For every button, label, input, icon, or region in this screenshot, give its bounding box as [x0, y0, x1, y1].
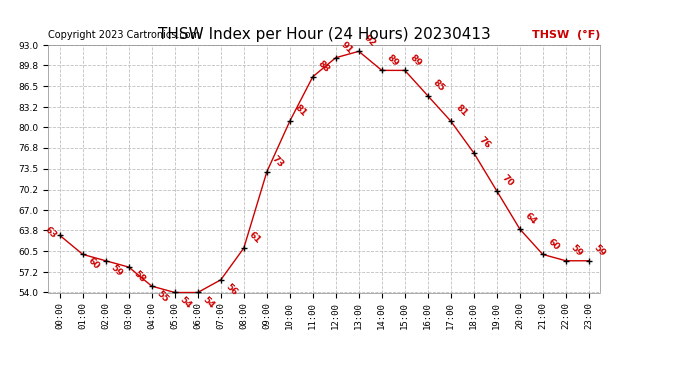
- Text: 88: 88: [316, 59, 331, 74]
- Text: 89: 89: [408, 53, 424, 68]
- Text: 63: 63: [43, 225, 59, 240]
- Text: Copyright 2023 Cartronics.com: Copyright 2023 Cartronics.com: [48, 30, 200, 40]
- Text: 58: 58: [132, 269, 148, 284]
- Text: 85: 85: [431, 78, 446, 93]
- Text: 60: 60: [546, 237, 562, 252]
- Text: 54: 54: [178, 295, 193, 310]
- Text: 59: 59: [109, 262, 124, 278]
- Text: 81: 81: [293, 104, 308, 118]
- Text: 89: 89: [385, 53, 400, 68]
- Text: 55: 55: [155, 289, 170, 304]
- Text: 64: 64: [523, 211, 538, 226]
- Text: 91: 91: [339, 40, 355, 55]
- Text: 60: 60: [86, 256, 101, 272]
- Text: 73: 73: [270, 154, 286, 170]
- Text: 61: 61: [247, 230, 262, 246]
- Text: 56: 56: [224, 282, 239, 297]
- Text: 59: 59: [569, 243, 584, 258]
- Text: 76: 76: [477, 135, 493, 150]
- Text: 81: 81: [454, 104, 469, 118]
- Text: 70: 70: [500, 173, 515, 188]
- Text: 54: 54: [201, 295, 217, 310]
- Text: 92: 92: [362, 33, 377, 49]
- Text: THSW  (°F): THSW (°F): [532, 30, 600, 40]
- Text: 59: 59: [592, 243, 607, 258]
- Title: THSW Index per Hour (24 Hours) 20230413: THSW Index per Hour (24 Hours) 20230413: [158, 27, 491, 42]
